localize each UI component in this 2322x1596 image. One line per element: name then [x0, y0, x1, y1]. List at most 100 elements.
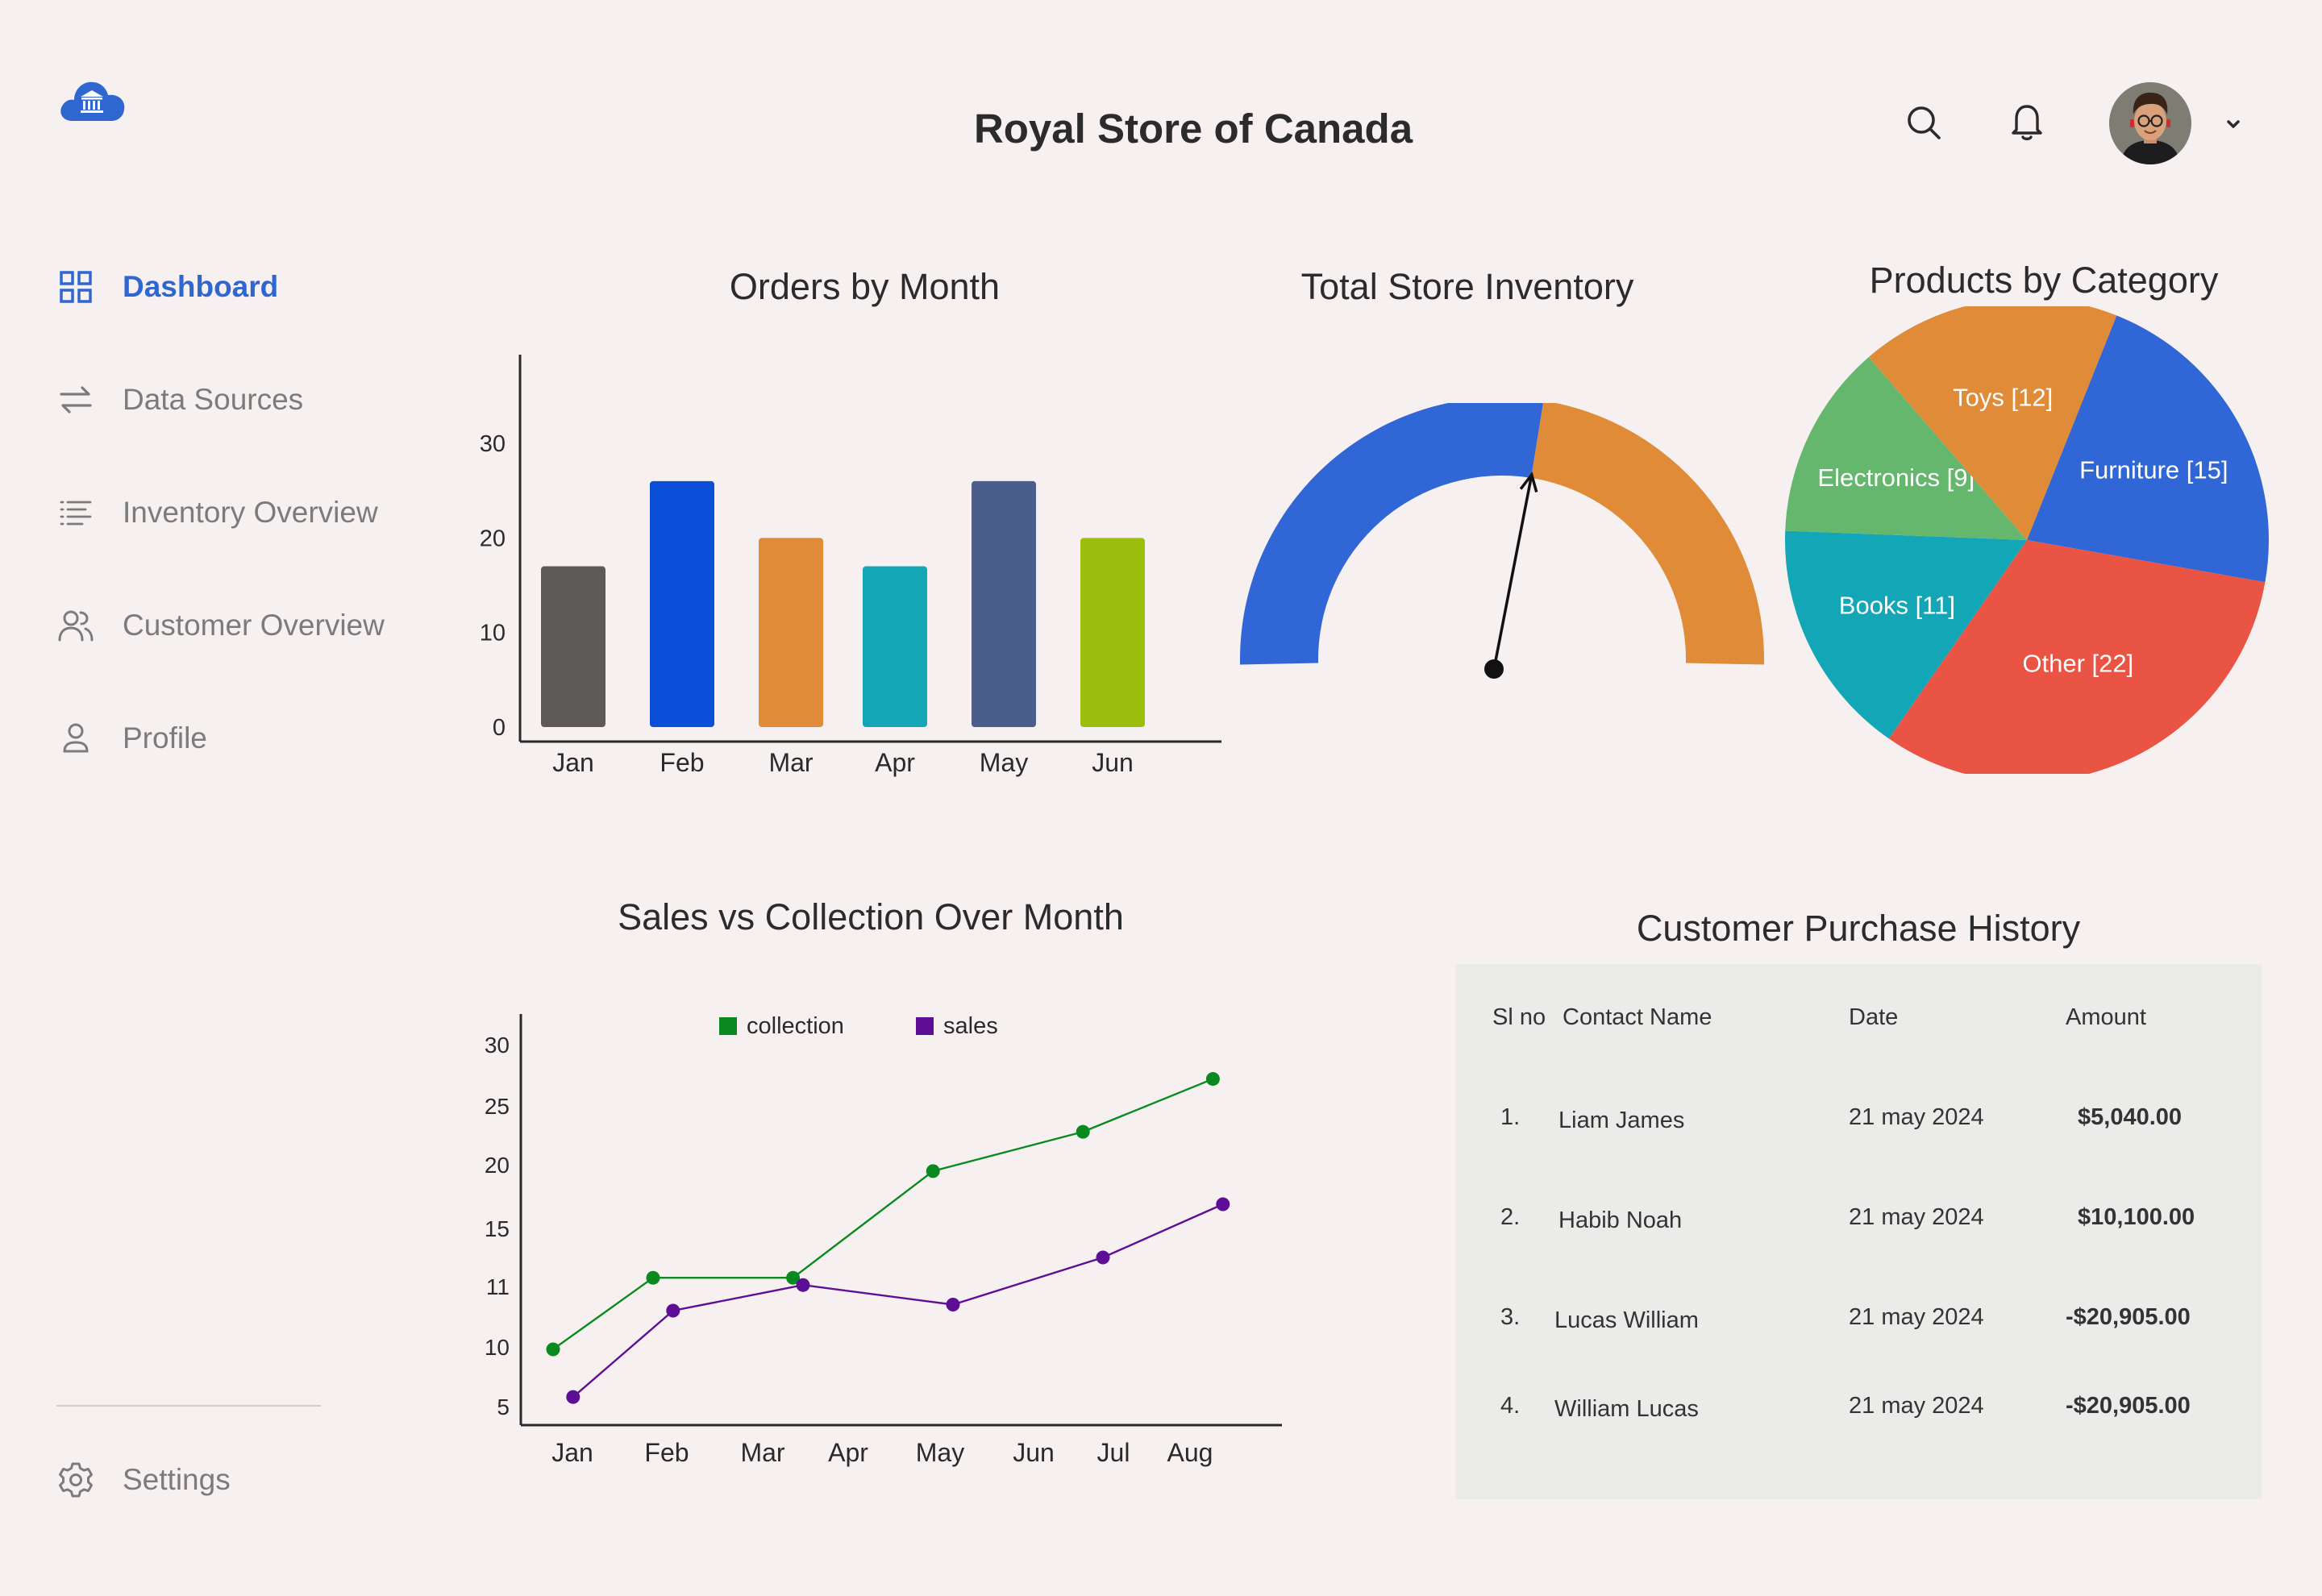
cell-name: William Lucas: [1554, 1396, 1699, 1422]
inventory-chart-title: Total Store Inventory: [1300, 266, 1634, 307]
series-point-collection: [646, 1270, 660, 1285]
category-pie-chart: Furniture [15] Other [22] Books [11] Electr…: [1785, 306, 2269, 774]
search-button[interactable]: [1903, 103, 1945, 145]
x-tick-label: May: [980, 748, 1028, 777]
sidebar-item-label: Profile: [123, 721, 207, 754]
purchase-history-title: Customer Purchase History: [1636, 908, 2081, 949]
x-tick-label: Aug: [1167, 1438, 1213, 1467]
list-icon: [56, 493, 95, 532]
y-tick-label: 11: [486, 1274, 510, 1299]
grid-icon: [56, 268, 95, 306]
series-line-collection: [552, 1078, 1213, 1350]
sidebar-item-label: Customer Overview: [123, 609, 385, 642]
y-tick-label: 30: [485, 1033, 510, 1058]
orders-chart-title: Orders by Month: [729, 266, 1001, 307]
orders-bar-chart: 0 10 20 30 Jan Feb Mar Apr May Jun: [480, 355, 1221, 777]
page-title: Royal Store of Canada: [973, 106, 1413, 152]
sidebar-item-settings[interactable]: Settings: [56, 1457, 411, 1502]
pie-slice-2: [1888, 540, 2266, 774]
pie-slice-3: [1785, 530, 2027, 739]
series-point-sales: [796, 1278, 810, 1292]
sidebar-item-label: Data Sources: [123, 383, 304, 416]
cell-name: Lucas William: [1554, 1307, 1699, 1333]
legend-swatch-sales: [916, 1017, 934, 1035]
gauge-segment-2: [1531, 403, 1764, 665]
sidebar-item-data-sources[interactable]: Data Sources: [56, 377, 411, 422]
cell-name: Liam James: [1558, 1108, 1685, 1133]
series-point-collection: [1076, 1124, 1090, 1139]
pie-slice-1: [2027, 315, 2269, 583]
pie-slice-4: [1785, 357, 2027, 540]
legend-label: sales: [943, 1013, 998, 1039]
bell-icon: [2008, 101, 2046, 145]
x-tick-label: Mar: [740, 1438, 784, 1467]
sidebar-item-inventory-overview[interactable]: Inventory Overview: [56, 490, 411, 535]
cell-no: 1.: [1500, 1104, 1521, 1130]
cell-date: 21 may 2024: [1849, 1393, 1984, 1419]
x-tick-label: Jan: [551, 1438, 593, 1467]
column-header-date[interactable]: Date: [1849, 1004, 1899, 1030]
cell-date: 21 may 2024: [1849, 1104, 1984, 1130]
pie-slice-5: [1868, 306, 2117, 540]
y-tick-label: 20: [485, 1153, 510, 1178]
cell-date: 21 may 2024: [1849, 1304, 1984, 1330]
cell-no: 4.: [1500, 1393, 1521, 1419]
y-tick-label: 20: [480, 526, 506, 551]
purchase-history-table: Sl no Contact Name Date Amount 1. Liam Ja…: [1455, 964, 2262, 1499]
bar-may: [972, 480, 1036, 727]
cell-amount: -$20,905.00: [2066, 1393, 2191, 1419]
x-tick-label: May: [916, 1438, 964, 1467]
bank-cloud-logo-icon[interactable]: [56, 74, 127, 124]
y-tick-label: 30: [480, 431, 506, 457]
series-point-collection: [1205, 1072, 1220, 1087]
y-tick-label: 10: [480, 621, 506, 646]
sidebar-item-dashboard[interactable]: Dashboard: [56, 264, 411, 310]
series-point-sales: [666, 1303, 680, 1318]
gauge-segment-1: [1240, 403, 1544, 665]
pie-slice-label: Furniture [15]: [2079, 455, 2228, 484]
sidebar-item-profile[interactable]: Profile: [56, 716, 411, 761]
gauge-needle-pivot: [1484, 659, 1504, 679]
x-tick-label: Mar: [768, 748, 813, 777]
series-line-sales: [572, 1203, 1224, 1399]
swap-arrows-icon: [56, 380, 95, 419]
sales-line-chart: 5 10 11 15 20 25 30 Jan Feb Mar Apr May Jun Jul Aug col…: [485, 1013, 1282, 1467]
series-point-sales: [946, 1298, 960, 1311]
legend-swatch-collection: [719, 1017, 737, 1035]
chevron-down-icon[interactable]: [2222, 113, 2245, 135]
column-header-contact-name[interactable]: Contact Name: [1563, 1004, 1712, 1030]
sidebar-item-customer-overview[interactable]: Customer Overview: [56, 603, 411, 648]
cell-no: 3.: [1500, 1304, 1521, 1330]
x-tick-label: Jun: [1013, 1438, 1055, 1467]
pie-slice-label: Other [22]: [2022, 649, 2133, 677]
pie-slice-label: Books [11]: [1839, 591, 1955, 619]
series-point-sales: [1096, 1250, 1110, 1265]
cell-amount: -$20,905.00: [2066, 1304, 2191, 1330]
y-tick-label: 10: [485, 1335, 510, 1360]
sidebar-item-label: Dashboard: [123, 270, 279, 303]
x-tick-label: Feb: [660, 748, 704, 777]
y-tick-label: 0: [493, 715, 506, 741]
gauge-needle-head: [1519, 472, 1538, 493]
sidebar-divider: [56, 1405, 321, 1407]
column-header-sl-no[interactable]: Sl no: [1492, 1004, 1546, 1030]
y-tick-label: 5: [497, 1394, 510, 1419]
column-header-amount[interactable]: Amount: [2066, 1004, 2146, 1030]
series-point-collection: [926, 1164, 940, 1178]
bar-feb: [650, 480, 714, 727]
y-tick-label: 15: [485, 1216, 510, 1241]
cell-no: 2.: [1500, 1204, 1521, 1230]
notifications-button[interactable]: [2006, 102, 2048, 143]
bar-jan: [541, 566, 605, 727]
user-icon: [56, 719, 95, 758]
user-avatar[interactable]: [2109, 82, 2191, 164]
x-tick-label: Jul: [1097, 1438, 1130, 1467]
bar-jun: [1080, 538, 1145, 727]
x-tick-label: Jun: [1092, 748, 1134, 777]
pie-slice-label: Toys [12]: [1953, 383, 2053, 411]
inventory-gauge-chart: [1240, 403, 1764, 679]
search-icon: [1904, 103, 1943, 146]
series-point-sales: [1216, 1197, 1230, 1212]
x-tick-label: Apr: [875, 748, 915, 777]
